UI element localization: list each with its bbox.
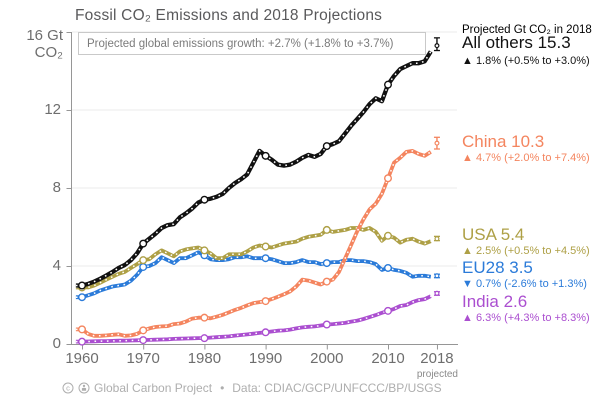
projection-2018-usa	[433, 235, 440, 242]
y-axis-unit-line1: 16 Gt	[26, 27, 63, 44]
y-tick-label-0: 0	[52, 335, 61, 352]
decade-marker-usa-1980	[200, 246, 209, 255]
decade-marker-eu28-1970	[139, 262, 148, 271]
decade-marker-india-1980	[200, 334, 209, 343]
y-tick-label-4: 4	[52, 257, 61, 274]
legend-china-detail: ▲ 4.7% (+2.0% to +7.4%)	[462, 152, 590, 164]
cc-by-icon	[78, 382, 90, 394]
subtitle-text: Projected global emissions growth: +2.7%…	[87, 37, 394, 50]
decade-marker-all-others-1970	[139, 239, 148, 248]
decade-marker-all-others-2000	[322, 142, 331, 151]
x-tick-label-1960: 1960	[65, 350, 99, 367]
decade-marker-india-2010	[384, 306, 393, 315]
x-tick-label-2018: 2018	[420, 350, 454, 367]
decade-marker-india-1990	[261, 328, 270, 337]
y-axis-unit-line2: CO₂	[34, 44, 63, 61]
series-line-india	[75, 294, 432, 344]
cc-icon: c	[62, 382, 74, 394]
decade-marker-india-2000	[322, 320, 331, 329]
decade-marker-china-2010	[384, 174, 393, 183]
legend-heading: Projected Gt CO₂ in 2018	[462, 24, 592, 36]
x-tick-label-1980: 1980	[187, 350, 222, 367]
decade-marker-eu28-1960	[77, 293, 86, 302]
decade-marker-india-1960	[77, 337, 86, 346]
legend-all-others-detail: ▲ 1.8% (+0.5% to +3.0%)	[462, 55, 590, 67]
footer-source: Data: CDIAC/GCP/UNFCCC/BP/USGS	[232, 381, 442, 395]
series-line-all-others	[75, 50, 433, 288]
projected-note: projected	[416, 369, 458, 380]
y-tick-label-12: 12	[44, 101, 61, 118]
decade-marker-china-2000	[322, 277, 331, 286]
footer-credit: c Global Carbon Project • Data: CDIAC/GC…	[62, 381, 442, 395]
decade-marker-all-others-1980	[200, 195, 209, 204]
projection-2018-china	[433, 136, 440, 150]
decade-marker-china-1990	[261, 297, 270, 306]
decade-marker-china-1960	[77, 325, 86, 334]
svg-text:c: c	[66, 384, 70, 393]
series-line-dashes-all-others	[75, 51, 432, 287]
chart-title: Fossil CO₂ Emissions and 2018 Projection…	[75, 7, 383, 24]
legend-china-label: China 10.3	[462, 132, 545, 151]
legend-eu28-detail: ▼ 0.7% (-2.6% to +1.3%)	[462, 278, 587, 290]
decade-marker-usa-1990	[261, 242, 270, 251]
projection-2018-all-others	[433, 37, 440, 52]
legend-usa-detail: ▲ 2.5% (+0.5% to +4.5%)	[462, 245, 590, 257]
x-tick-label-2000: 2000	[310, 350, 344, 367]
legend-eu28-label: EU28 3.5	[462, 258, 533, 277]
subtitle-box: Projected global emissions growth: +2.7%…	[78, 32, 426, 55]
y-tick-label-8: 8	[52, 179, 61, 196]
x-tick-label-1990: 1990	[248, 350, 283, 367]
decade-marker-usa-1970	[139, 256, 148, 265]
projection-2018-india	[433, 290, 440, 296]
decade-marker-all-others-2010	[384, 80, 393, 89]
decade-marker-eu28-1990	[261, 254, 270, 263]
series-line-china	[75, 149, 432, 338]
decade-marker-india-1970	[139, 336, 148, 345]
decade-marker-eu28-2010	[384, 263, 393, 272]
series-line-dashes-china	[75, 150, 432, 337]
legend-india-label: India 2.6	[462, 292, 528, 311]
legend-usa-label: USA 5.4	[462, 225, 525, 244]
legend-all-others-label: All others 15.3	[462, 33, 571, 52]
series-line-usa	[75, 226, 432, 290]
x-tick-label-2010: 2010	[371, 350, 405, 367]
decade-marker-usa-2010	[384, 231, 393, 240]
x-tick-label-1970: 1970	[126, 350, 160, 367]
footer-separator: •	[220, 381, 225, 395]
projection-2018-eu28	[433, 273, 440, 279]
decade-marker-all-others-1960	[77, 281, 86, 290]
series-line-dashes-eu28	[75, 251, 431, 298]
legend-india-detail: ▲ 6.3% (+4.3% to +8.3%)	[462, 312, 590, 324]
decade-marker-eu28-2000	[322, 259, 331, 268]
decade-marker-usa-2000	[322, 225, 331, 234]
decade-marker-china-1970	[139, 326, 148, 335]
decade-marker-all-others-1990	[261, 151, 270, 160]
footer-attribution: Global Carbon Project	[94, 381, 213, 395]
decade-marker-china-1980	[200, 313, 209, 322]
